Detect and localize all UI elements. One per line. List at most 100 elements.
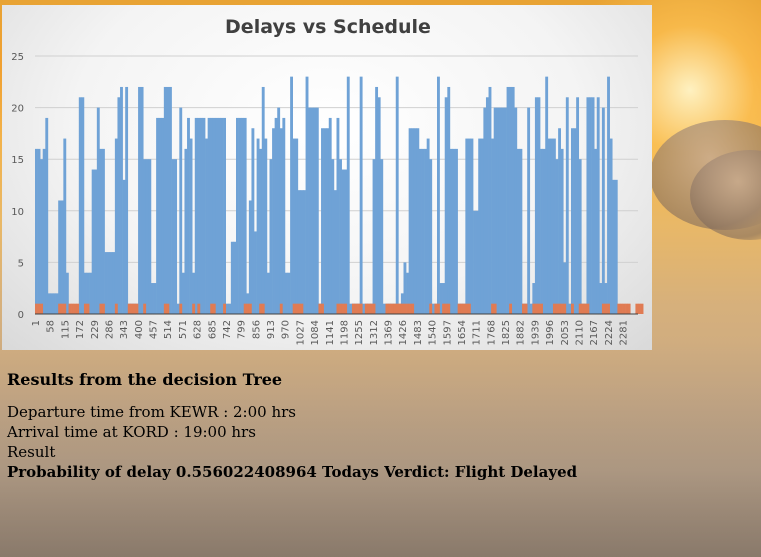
x-tick-label: 343 bbox=[119, 320, 130, 339]
y-axis-ticks: 0 5 10 15 20 25 bbox=[11, 52, 24, 321]
bar-delay bbox=[120, 86, 123, 315]
delays-chart: Delays vs Schedule 0 5 10 15 20 25 1 58 115 172 2… bbox=[2, 5, 652, 350]
bar-delay bbox=[181, 272, 185, 314]
bar-delay bbox=[81, 97, 85, 314]
bar-delay bbox=[40, 159, 44, 314]
bar-delay bbox=[220, 117, 224, 314]
bar-delay bbox=[506, 86, 510, 315]
bar-delay bbox=[333, 190, 337, 314]
bar-schedule bbox=[71, 303, 74, 314]
x-tick-label: 799 bbox=[237, 320, 248, 339]
bar-delay bbox=[197, 117, 201, 314]
bar-delay bbox=[545, 76, 549, 314]
bar-delay bbox=[563, 262, 567, 314]
bar-delay bbox=[601, 107, 605, 314]
bar-delay bbox=[295, 138, 299, 314]
bar-delay bbox=[184, 148, 188, 314]
y-tick-label: 20 bbox=[11, 104, 24, 115]
bar-schedule bbox=[558, 303, 561, 314]
bar-delay bbox=[418, 148, 422, 314]
x-tick-label: 400 bbox=[134, 320, 145, 339]
bar-delay bbox=[140, 86, 144, 315]
bar-delay bbox=[179, 107, 183, 314]
bar-delay bbox=[230, 241, 234, 314]
bars-delay bbox=[35, 76, 618, 315]
bar-delay bbox=[488, 86, 492, 315]
bar-delay bbox=[514, 107, 518, 314]
bar-delay bbox=[156, 117, 159, 314]
bar-schedule bbox=[40, 303, 44, 314]
bar-delay bbox=[609, 138, 613, 314]
bar-delay bbox=[442, 283, 446, 314]
bar-delay bbox=[504, 107, 507, 314]
bar-schedule bbox=[462, 303, 466, 314]
bar-delay bbox=[578, 159, 582, 314]
bar-delay bbox=[112, 252, 116, 314]
bar-schedule bbox=[336, 303, 340, 314]
bar-schedule bbox=[406, 303, 409, 314]
bar-delay bbox=[344, 169, 348, 314]
bar-delay bbox=[42, 148, 46, 314]
bar-delay bbox=[359, 76, 363, 314]
bar-schedule bbox=[321, 303, 324, 314]
bar-schedule bbox=[627, 303, 631, 314]
x-axis-ticks: 1 58 115 172 229 286 343 400 457 514 571 628 685 742 7… bbox=[31, 320, 630, 345]
x-tick-label: 229 bbox=[90, 320, 101, 339]
bar-schedule bbox=[604, 303, 608, 314]
bar-schedule bbox=[370, 303, 373, 314]
background-haze bbox=[0, 340, 761, 557]
bar-schedule bbox=[318, 303, 322, 314]
bar-schedule bbox=[403, 303, 407, 314]
bar-schedule bbox=[102, 303, 105, 314]
results-panel: Results from the decision Tree Departure… bbox=[7, 370, 577, 482]
bar-delay bbox=[241, 117, 245, 314]
x-tick-label: 58 bbox=[46, 320, 57, 333]
bar-delay bbox=[550, 138, 554, 314]
bar-schedule bbox=[295, 303, 299, 314]
bar-schedule bbox=[179, 303, 183, 314]
bar-schedule bbox=[493, 303, 497, 314]
y-tick-label: 5 bbox=[18, 258, 24, 269]
bar-delay bbox=[480, 138, 484, 314]
bar-delay bbox=[107, 252, 111, 314]
bar-delay bbox=[493, 107, 497, 314]
bar-delay bbox=[215, 117, 219, 314]
bar-schedule bbox=[457, 303, 461, 314]
bar-delay bbox=[439, 283, 443, 314]
bar-delay bbox=[485, 97, 489, 314]
bar-delay bbox=[205, 138, 208, 314]
bar-delay bbox=[558, 128, 561, 314]
bar-schedule bbox=[398, 303, 402, 314]
bar-schedule bbox=[166, 303, 170, 314]
bar-delay bbox=[413, 128, 417, 314]
bar-delay bbox=[199, 117, 203, 314]
bar-schedule bbox=[292, 303, 296, 314]
bar-schedule bbox=[524, 303, 528, 314]
bar-delay bbox=[55, 293, 59, 314]
x-tick-label: 1255 bbox=[354, 320, 365, 345]
bar-schedule bbox=[638, 303, 641, 314]
bar-delay bbox=[117, 97, 121, 314]
bar-delay bbox=[272, 128, 275, 314]
bar-delay bbox=[217, 117, 221, 314]
x-tick-label: 685 bbox=[207, 320, 218, 339]
bar-delay bbox=[274, 117, 278, 314]
bar-schedule bbox=[212, 303, 216, 314]
bar-delay bbox=[560, 148, 564, 314]
x-tick-label: 2110 bbox=[575, 320, 586, 345]
bar-schedule bbox=[279, 303, 283, 314]
bar-schedule bbox=[408, 303, 412, 314]
bar-delay bbox=[35, 148, 38, 314]
bar-delay bbox=[447, 86, 451, 315]
bar-delay bbox=[176, 303, 180, 314]
x-tick-label: 970 bbox=[281, 320, 292, 339]
x-tick-label: 2281 bbox=[619, 320, 630, 345]
bar-schedule bbox=[560, 303, 564, 314]
bar-delay bbox=[380, 159, 384, 314]
bar-delay bbox=[109, 252, 113, 314]
bar-delay bbox=[375, 86, 379, 315]
bars-schedule bbox=[35, 303, 644, 314]
bar-delay bbox=[483, 107, 487, 314]
bar-schedule bbox=[68, 303, 72, 314]
bar-schedule bbox=[540, 303, 543, 314]
